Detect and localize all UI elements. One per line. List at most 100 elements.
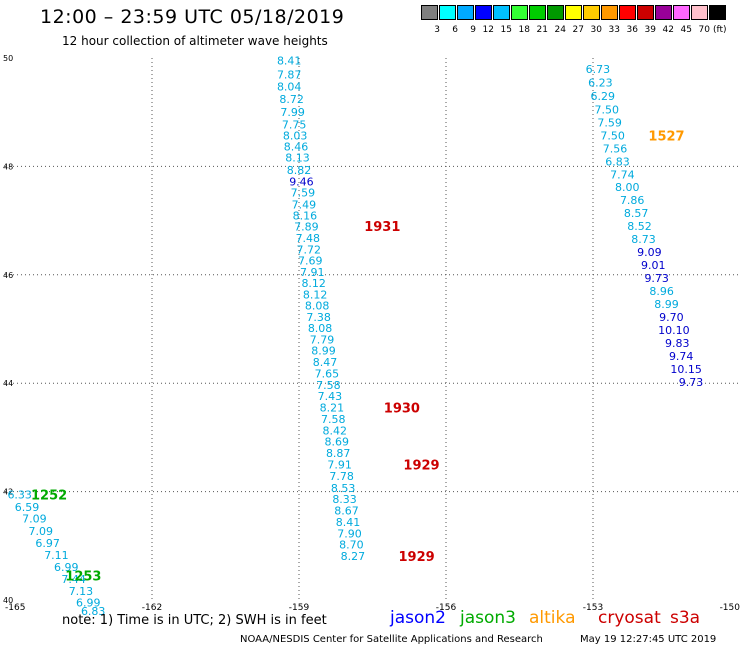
wave-height-point: 7.48 [296, 232, 321, 245]
wave-height-point: 7.65 [315, 367, 340, 380]
wave-height-point: 7.44 [61, 573, 86, 586]
color-scale-swatch [583, 5, 600, 20]
color-scale-label: 45 [680, 25, 692, 35]
wave-height-point: 7.87 [277, 68, 302, 81]
color-scale-label: 39 [644, 25, 656, 35]
wave-height-point: 8.27 [341, 550, 366, 563]
color-scale-unit: (ft) [713, 25, 727, 35]
legend-item-jason3: jason3 [460, 608, 516, 628]
wave-height-point: 7.49 [292, 198, 317, 211]
wave-height-point: 7.72 [297, 243, 322, 256]
wave-height-point: 7.38 [306, 311, 331, 324]
wave-height-point: 6.29 [591, 90, 616, 103]
legend-item-cryosat: cryosat [598, 608, 661, 628]
color-scale-swatch [511, 5, 528, 20]
wave-height-point: 7.99 [280, 106, 305, 119]
y-tick-label: 42 [3, 488, 13, 497]
footer-timestamp: May 19 12:27:45 UTC 2019 [580, 634, 717, 645]
wave-height-point: 8.99 [311, 345, 336, 358]
chart-title: 12:00 – 23:59 UTC 05/18/2019 [40, 6, 345, 28]
wave-height-point: 9.73 [679, 376, 704, 389]
wave-height-point: 7.79 [310, 333, 335, 346]
wave-height-point: 8.47 [313, 356, 338, 369]
x-tick-label: -165 [5, 603, 25, 613]
wave-height-point: 8.87 [326, 447, 351, 460]
wave-height-point: 8.41 [277, 55, 302, 68]
wave-height-point: 6.59 [15, 501, 40, 514]
wave-height-point: 6.33 [7, 488, 32, 501]
pass-time-label: 1253 [65, 570, 101, 585]
color-scale-swatch [601, 5, 618, 20]
y-tick-label: 48 [3, 162, 13, 171]
wave-height-point: 8.46 [284, 140, 309, 153]
wave-height-point: 9.01 [641, 259, 666, 272]
wave-height-point: 6.73 [586, 63, 611, 76]
wave-height-point: 8.41 [336, 516, 361, 529]
wave-height-point: 7.75 [282, 119, 307, 132]
wave-height-point: 6.23 [588, 76, 613, 89]
y-tick-label: 50 [3, 54, 13, 63]
wave-height-point: 7.09 [29, 525, 54, 538]
color-scale-label: 21 [536, 25, 548, 35]
legend-item-s3a: s3a [670, 608, 701, 628]
pass-time-label: 1252 [31, 488, 67, 503]
wave-height-point: 8.33 [332, 493, 357, 506]
footer-note: note: 1) Time is in UTC; 2) SWH is in fe… [62, 613, 327, 628]
wave-height-point: 8.69 [324, 436, 349, 449]
color-scale-swatch [691, 5, 708, 20]
color-scale-swatch [637, 5, 654, 20]
chart-subtitle: 12 hour collection of altimeter wave hei… [62, 34, 328, 48]
wave-height-point: 10.10 [658, 324, 690, 337]
wave-height-point: 8.42 [323, 424, 348, 437]
wave-height-point: 9.09 [637, 246, 662, 259]
wave-height-point: 8.96 [649, 285, 674, 298]
wave-height-point: 8.72 [279, 93, 304, 106]
color-scale-label: 27 [572, 25, 584, 35]
color-scale-swatch [457, 5, 474, 20]
wave-height-point: 7.13 [69, 585, 94, 598]
wave-height-point: 8.99 [654, 298, 679, 311]
legend-item-altika: altika [529, 608, 576, 628]
color-scale-label: 33 [608, 25, 620, 35]
wave-height-point: 9.73 [644, 272, 669, 285]
wave-height-point: 9.70 [659, 311, 684, 324]
wave-height-point: 8.16 [293, 210, 318, 223]
wave-height-point: 8.52 [627, 220, 652, 233]
color-scale-label: 18 [518, 25, 530, 35]
wave-height-point: 8.12 [303, 288, 328, 301]
wave-height-point: 7.86 [620, 194, 645, 207]
wave-height-point: 8.04 [277, 81, 302, 94]
wave-height-point: 7.50 [594, 103, 619, 116]
wave-height-point: 6.97 [35, 537, 60, 550]
wave-height-point: 8.82 [287, 164, 312, 177]
pass-time-label: 1929 [399, 550, 435, 565]
color-scale-label: 9 [470, 25, 476, 35]
y-tick-label: 40 [3, 596, 13, 605]
wave-height-point: 9.74 [669, 350, 694, 363]
y-tick-label: 46 [3, 271, 13, 280]
wave-height-point: 7.91 [327, 459, 352, 472]
wave-height-point: 7.11 [44, 549, 69, 562]
color-scale-swatch [421, 5, 438, 20]
wave-height-point: 7.56 [603, 143, 628, 156]
wave-height-point: 8.08 [308, 322, 333, 335]
x-tick-label: -159 [289, 603, 310, 613]
wave-height-point: 8.13 [285, 152, 310, 165]
color-scale-label: 70 [698, 25, 710, 35]
wave-height-point: 8.03 [283, 130, 308, 143]
wave-height-point: 9.83 [665, 337, 690, 350]
color-scale-label: 42 [662, 25, 674, 35]
wave-height-point: 7.58 [321, 413, 346, 426]
color-scale-label: 24 [554, 25, 566, 35]
wave-height-point: 7.50 [600, 130, 625, 143]
pass-time-label: 1527 [648, 130, 684, 145]
wave-height-point: 10.15 [670, 363, 702, 376]
pass-time-label: 1930 [384, 402, 420, 417]
color-scale-swatch [619, 5, 636, 20]
legend-item-jason2: jason2 [390, 608, 446, 628]
x-tick-label: -162 [142, 603, 162, 613]
wave-height-point: 8.70 [339, 539, 364, 552]
color-scale-swatch [547, 5, 564, 20]
wave-height-point: 6.83 [605, 156, 630, 169]
